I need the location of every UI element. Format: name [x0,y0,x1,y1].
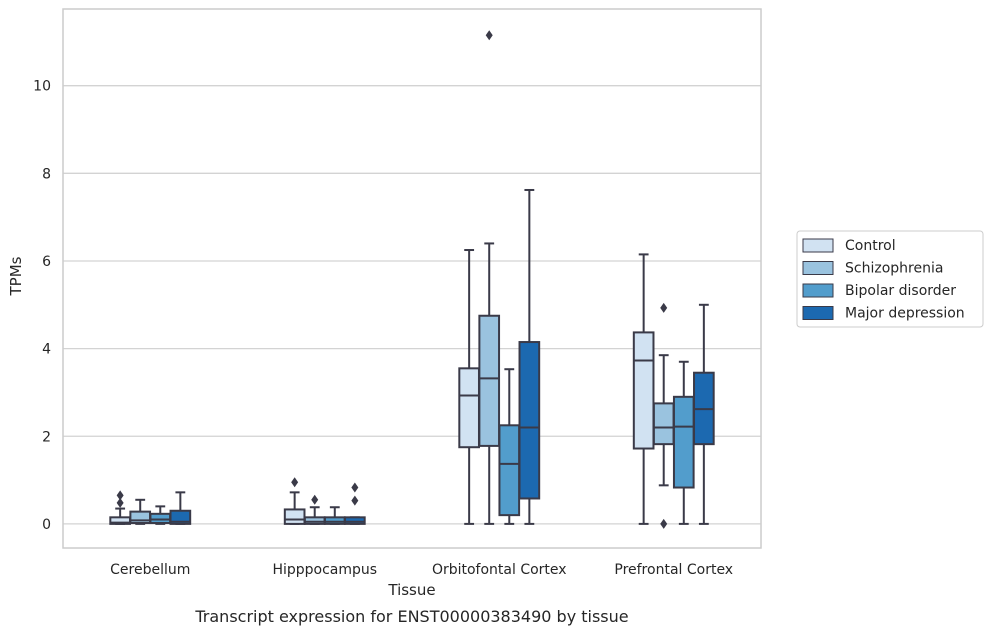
legend-swatch [802,306,834,320]
outlier-point [351,482,359,493]
legend-label: Control [845,238,896,254]
iqr-box [652,402,675,446]
x-tick-labels: Cerebellum Hipppocampus Orbitofontal Corte… [110,562,733,578]
box-major-depression [344,482,366,525]
outlier-point [660,518,668,529]
box-bipolar-disorder [149,505,172,525]
legend-frame [796,230,984,328]
legend-label: Major depression [845,306,965,322]
legend-swatch [802,261,834,275]
iqr-box [478,314,501,447]
legend: Control Schizophrenia Bipolar disorder Majo… [796,230,984,328]
legend-label: Schizophrenia [845,261,943,277]
box-schizophrenia [478,30,501,525]
x-tick-label: Cerebellum [110,562,190,578]
box-bipolar-disorder [323,506,346,525]
x-axis-label: Tissue [387,581,435,599]
x-tick-label: Hipppocampus [272,562,377,578]
chart-caption: Transcript expression for ENST0000038349… [194,607,628,626]
iqr-box [283,508,306,525]
x-tick-label: Orbitofontal Cortex [432,562,567,578]
grid-lines [63,85,761,525]
box-series [109,30,715,529]
y-tick-label: 4 [42,342,51,358]
box-major-depression [169,491,192,525]
iqr-box [344,516,366,525]
box-schizophrenia [652,302,675,529]
outlier-point [116,490,124,501]
y-tick-label: 8 [42,166,51,182]
legend-items: Control Schizophrenia Bipolar disorder Majo… [802,238,965,322]
y-tick-labels: 0 2 4 6 8 10 [33,79,51,533]
iqr-box [323,516,346,525]
y-tick-label: 0 [42,517,51,533]
iqr-box [632,331,655,450]
y-tick-label: 6 [42,254,51,270]
box-major-depression [518,188,541,525]
outlier-point [351,495,359,506]
box-bipolar-disorder [498,368,521,525]
plot-frame [62,8,762,549]
y-tick-label: 10 [33,79,51,95]
y-axis-label: TPMs [7,256,25,296]
iqr-box [458,367,480,449]
iqr-box [672,395,695,489]
iqr-box [149,512,172,525]
box-major-depression [693,303,715,525]
legend-label: Bipolar disorder [845,283,956,299]
box-schizophrenia [303,494,326,525]
box-schizophrenia [129,498,152,525]
iqr-box [498,424,521,517]
box-control [458,249,480,525]
iqr-box [518,341,541,500]
box-control [109,490,131,525]
box-control [632,253,655,525]
outlier-point [311,494,319,505]
outlier-point [485,30,493,41]
outlier-point [291,477,299,488]
outlier-point [660,302,668,313]
iqr-box [303,516,326,525]
outlier-point [116,497,124,508]
iqr-box [169,509,192,525]
legend-swatch [802,283,834,298]
box-bipolar-disorder [672,360,695,525]
x-tick-label: Prefrontal Cortex [614,562,733,578]
legend-swatch [802,238,834,253]
box-control [283,477,306,525]
y-tick-label: 2 [42,429,51,445]
